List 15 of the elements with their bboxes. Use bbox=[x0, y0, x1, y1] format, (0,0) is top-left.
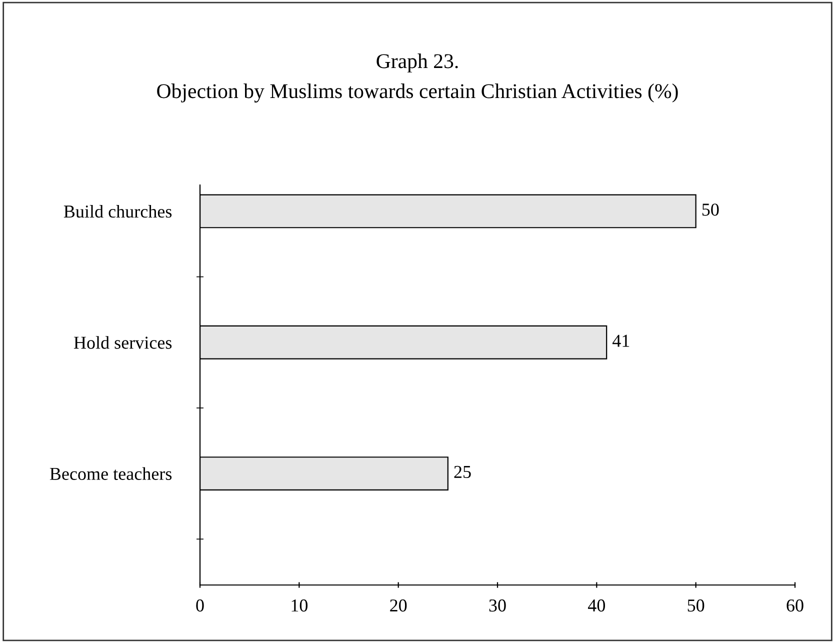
data-label: 25 bbox=[454, 466, 471, 478]
x-tick-label: 30 bbox=[489, 599, 506, 612]
x-tick-label: 50 bbox=[688, 599, 704, 612]
x-tick-label: 20 bbox=[390, 599, 407, 612]
y-tick-label: Become teachers bbox=[50, 467, 172, 480]
y-tick-label: Hold services bbox=[74, 336, 172, 349]
chart-subtitle: Objection by Muslims towards certain Christian Activities (%) bbox=[157, 84, 678, 102]
data-label: 41 bbox=[612, 334, 630, 347]
x-tick-label: 60 bbox=[786, 599, 804, 612]
x-tick-label: 0 bbox=[196, 599, 204, 612]
chart-title: Graph 23. bbox=[376, 54, 458, 72]
y-tick-label: Build churches bbox=[64, 204, 172, 218]
x-tick-label: 40 bbox=[588, 599, 606, 612]
data-label: 50 bbox=[702, 204, 719, 216]
x-tick-label: 10 bbox=[292, 599, 308, 612]
